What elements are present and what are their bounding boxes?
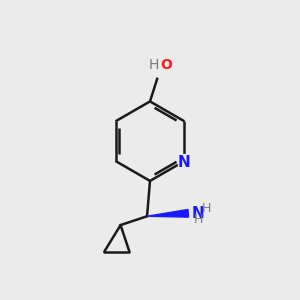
Text: O: O [160, 58, 172, 72]
Text: N: N [178, 155, 191, 170]
Polygon shape [147, 209, 189, 217]
Text: N: N [192, 206, 205, 221]
Text: H: H [202, 202, 212, 214]
Text: H: H [194, 213, 203, 226]
Text: H: H [148, 58, 159, 72]
